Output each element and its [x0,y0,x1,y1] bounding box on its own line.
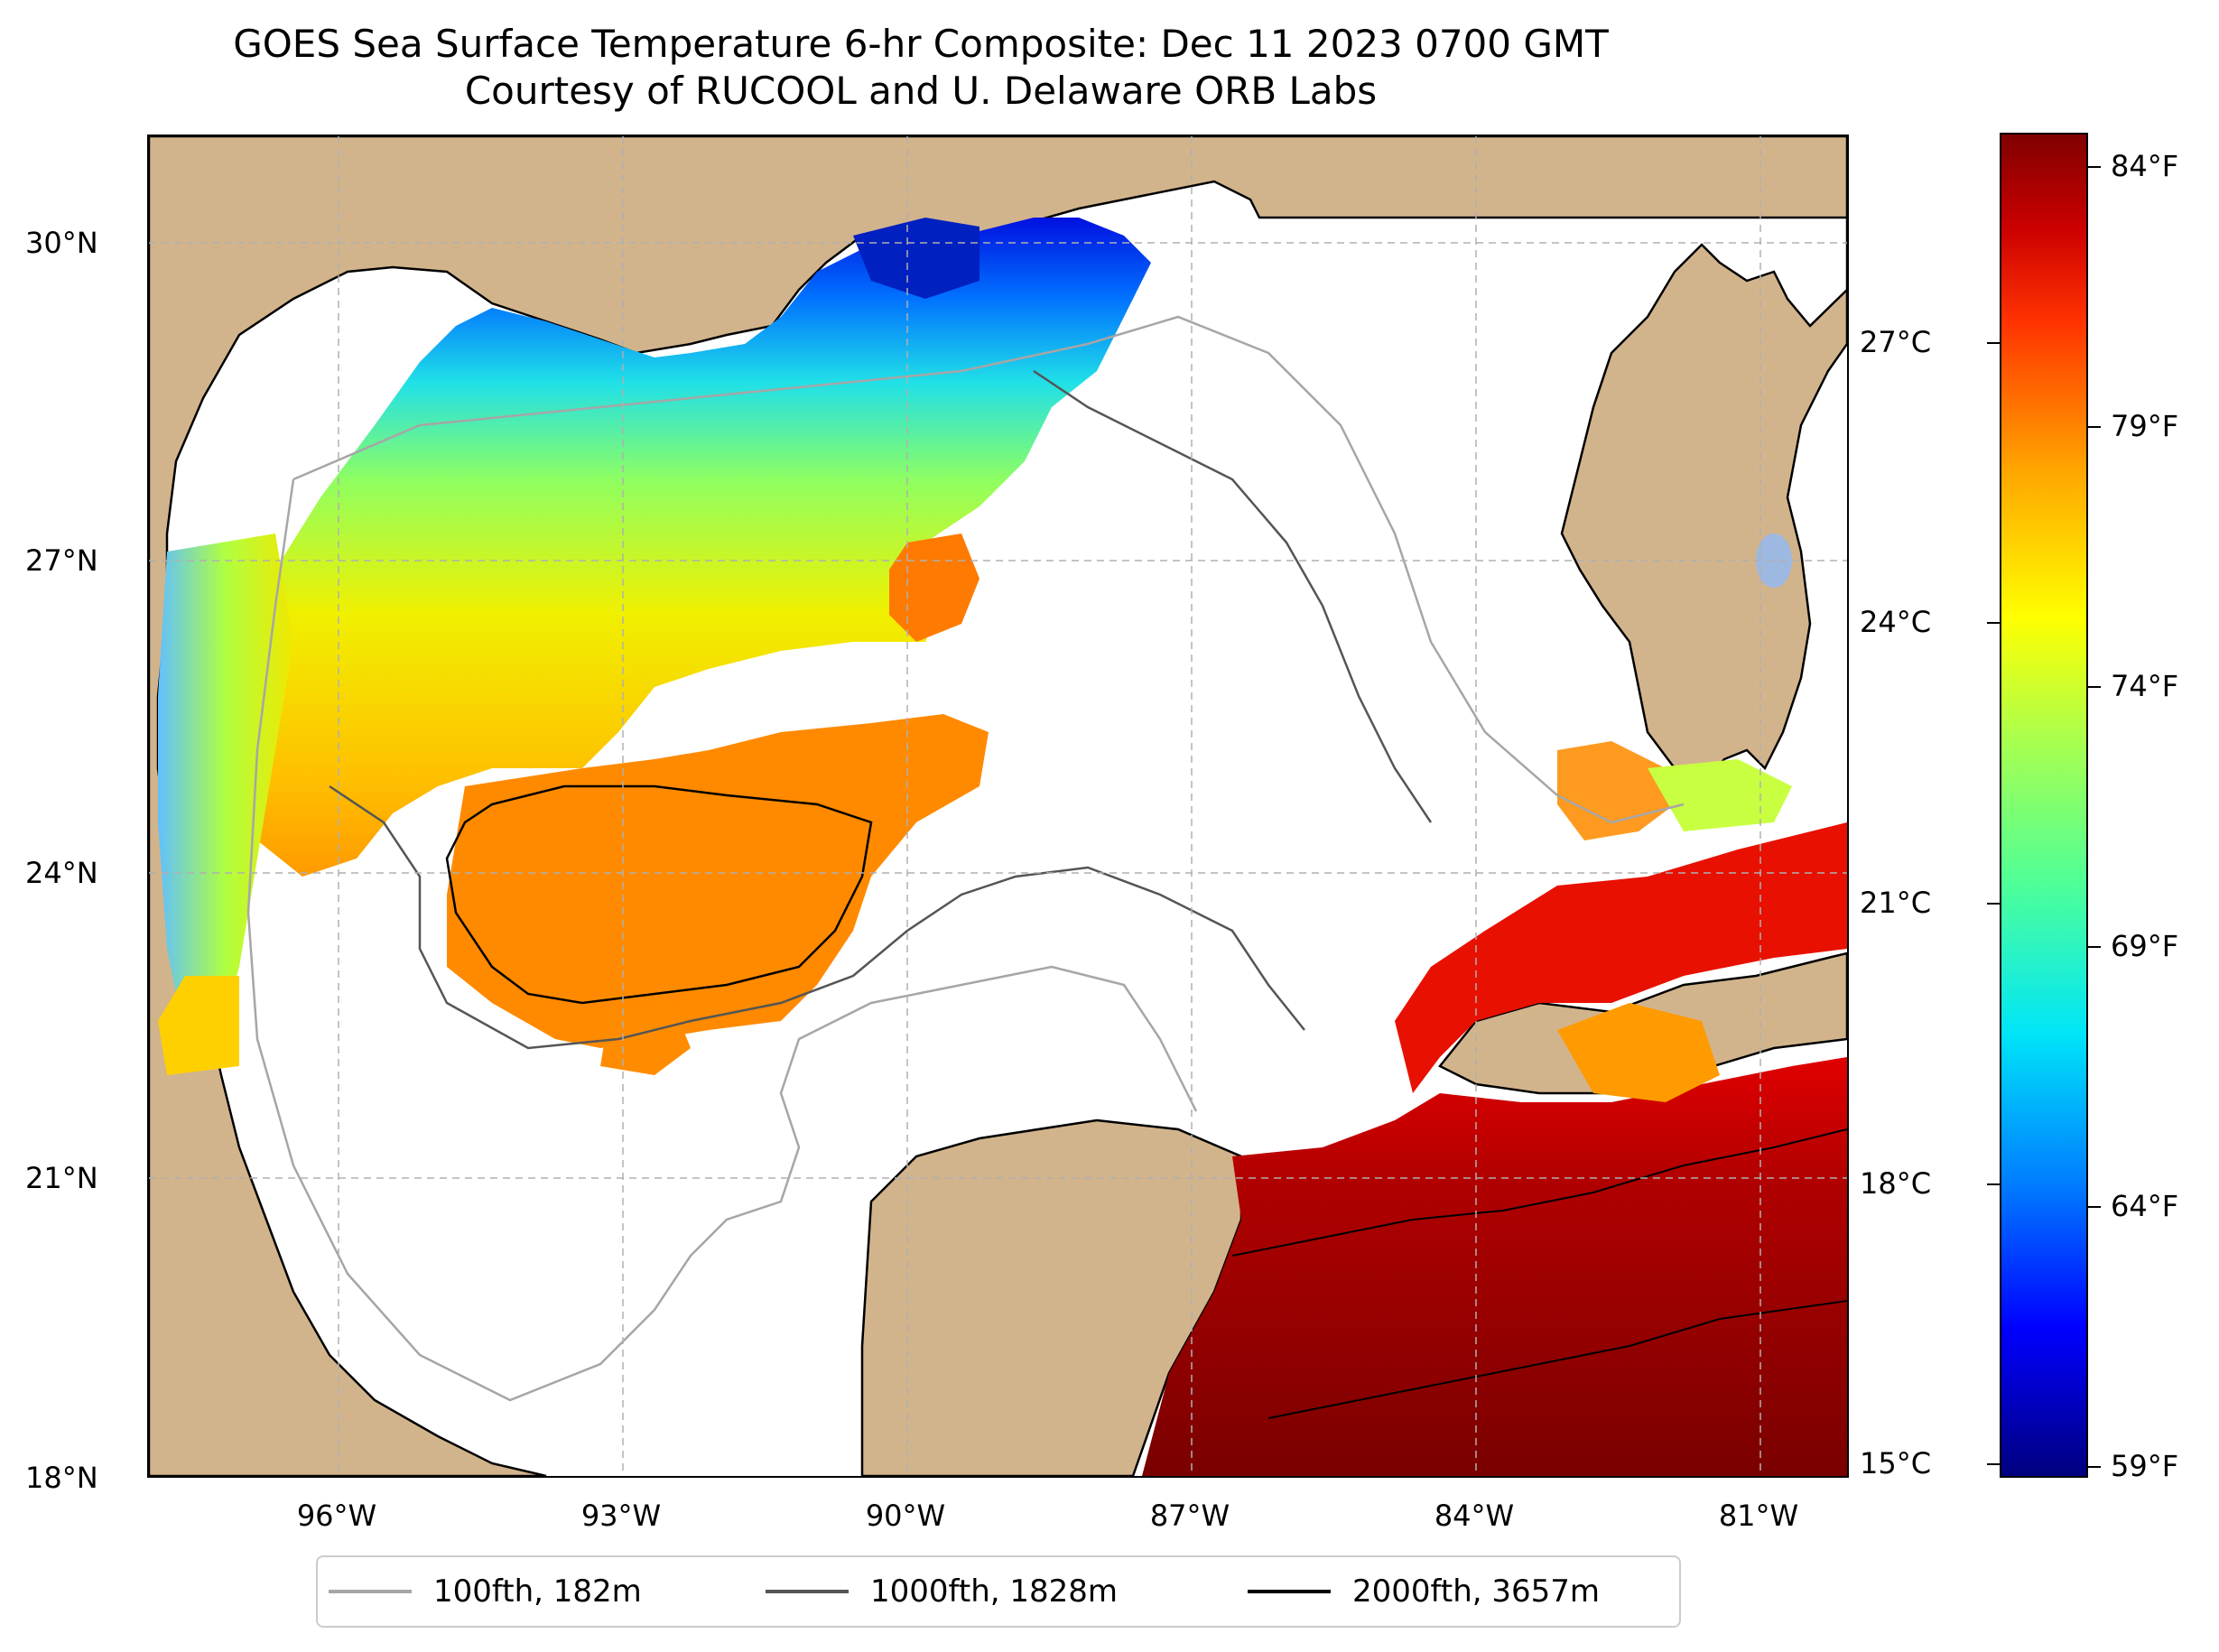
cbar-tick-c [1987,1463,2000,1465]
lat-label-30n: 30°N [25,226,98,260]
legend-label-100fth: 100fth, 182m [433,1573,642,1610]
sst-map [147,135,1849,1478]
bathymetry-contours [246,315,1847,1419]
legend-swatch-1000fth [766,1590,849,1593]
cbar-tick-f [2088,686,2101,688]
temperature-colorbar [2000,133,2088,1478]
lon-label-96w: 96°W [296,1499,377,1533]
sst-west-edge [158,534,293,1039]
cbar-tick-c [1987,342,2000,344]
legend-item-2000fth: 2000fth, 3657m [1248,1557,1600,1626]
cbar-label-27c: 27°C [1860,325,1932,359]
cbar-label-74f: 74°F [2111,669,2179,703]
cbar-label-69f: 69°F [2111,929,2179,963]
legend-label-2000fth: 2000fth, 3657m [1352,1573,1601,1610]
legend-item-100fth: 100fth, 182m [329,1557,642,1626]
cbar-label-59f: 59°F [2111,1449,2179,1483]
contour-2000fth [445,784,873,1005]
map-subtitle: Courtesy of RUCOOL and U. Delaware ORB L… [464,69,1378,113]
sst-mississippi-dark [853,218,980,299]
cbar-tick-c [1987,1183,2000,1185]
sst-north-gulf [239,218,1151,877]
contour-1000fth [329,369,1433,1050]
legend-label-1000fth: 1000fth, 1828m [870,1573,1119,1610]
lat-label-24n: 24°N [25,856,98,890]
lat-label-18n: 18°N [25,1461,98,1495]
contour-2000fth-carib [1231,1128,1847,1419]
cbar-tick-f [2088,426,2101,428]
cbar-label-79f: 79°F [2111,409,2179,443]
cbar-label-24c: 24°C [1860,605,1932,639]
cbar-tick-f [2088,1466,2101,1468]
sst-florida-keys [1648,759,1792,831]
lat-label-27n: 27°N [25,543,98,578]
cbar-tick-f [2088,946,2101,948]
cbar-tick-f [2088,1206,2101,1208]
contour-100fth [246,315,1685,1402]
sst-map-canvas [149,136,1847,1476]
cbar-tick-c [1987,622,2000,624]
lon-label-87w: 87°W [1149,1499,1230,1533]
lon-label-81w: 81°W [1718,1499,1799,1533]
bathymetry-legend: 100fth, 182m 1000fth, 1828m 2000fth, 365… [316,1555,1681,1628]
gridlines [149,136,1847,1476]
sst-west-patch [158,976,239,1075]
lon-label-84w: 84°W [1434,1499,1515,1533]
lat-label-21n: 21°N [25,1161,98,1195]
cbar-tick-f [2088,166,2101,168]
map-title: GOES Sea Surface Temperature 6-hr Compos… [233,22,1609,66]
legend-swatch-100fth [329,1590,412,1593]
lon-label-93w: 93°W [580,1499,662,1533]
cbar-label-64f: 64°F [2111,1189,2179,1223]
sst-florida-straits [1557,741,1675,840]
sst-field [158,218,1847,1476]
sst-central-orange [447,714,989,1048]
sst-carib-red [1395,822,1847,1093]
cbar-label-18c: 18°C [1860,1166,1932,1201]
legend-swatch-2000fth [1248,1590,1331,1593]
sst-carib-dark [1142,1057,1847,1476]
cbar-label-21c: 21°C [1860,886,1932,920]
sst-cuba-bay-orange [1557,1003,1720,1102]
legend-item-1000fth: 1000fth, 1828m [766,1557,1118,1626]
cbar-label-15c: 15°C [1860,1446,1932,1480]
lon-label-90w: 90°W [865,1499,946,1533]
cbar-label-84f: 84°F [2111,149,2179,183]
cbar-tick-c [1987,903,2000,905]
land-us-mexico-west [149,136,1847,788]
